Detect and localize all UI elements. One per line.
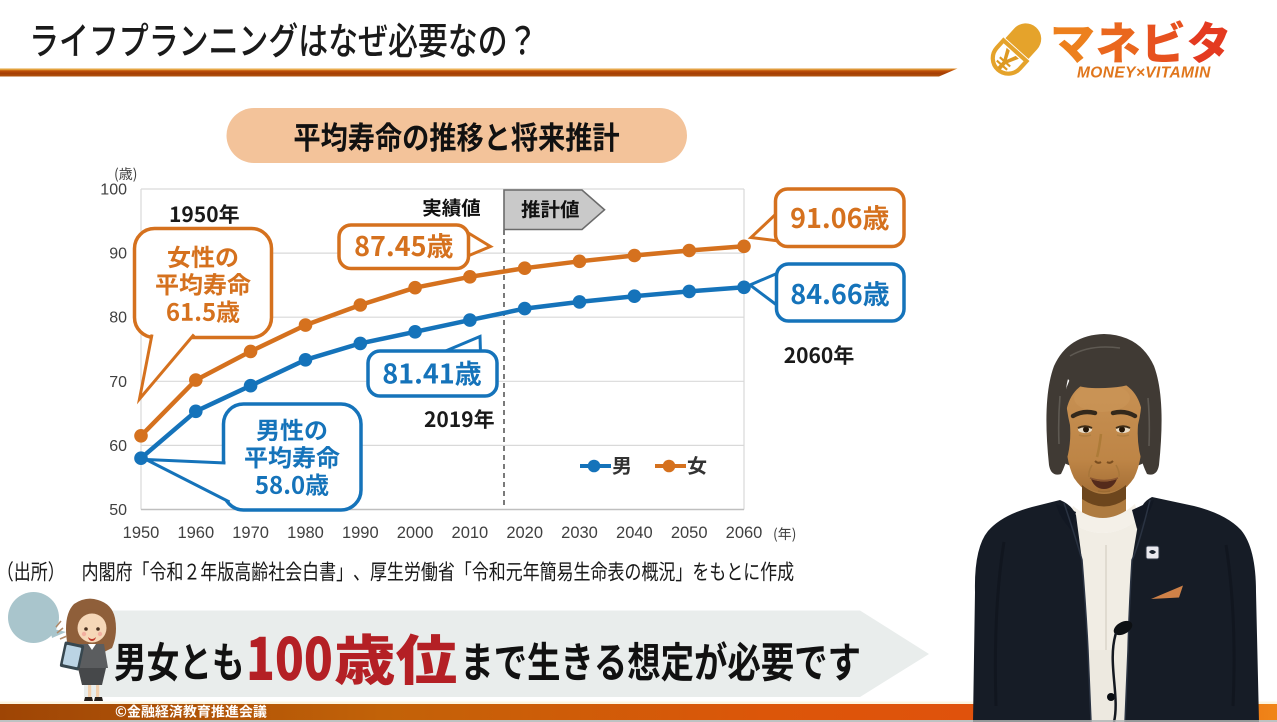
svg-text:2060: 2060 (726, 524, 763, 542)
svg-text:2050: 2050 (671, 524, 708, 542)
svg-text:1950: 1950 (123, 524, 160, 542)
svg-text:2030: 2030 (561, 524, 598, 542)
svg-text:60: 60 (109, 438, 127, 455)
svg-text:2010: 2010 (452, 524, 489, 542)
svg-text:MONEY×VITAMIN: MONEY×VITAMIN (1077, 65, 1211, 82)
svg-text:50: 50 (109, 502, 127, 519)
svg-text:2000: 2000 (397, 524, 434, 542)
svg-text:2040: 2040 (616, 524, 653, 542)
svg-text:1970: 1970 (232, 524, 269, 542)
svg-text:2020: 2020 (506, 524, 543, 542)
svg-text:1990: 1990 (342, 524, 379, 542)
svg-text:1980: 1980 (287, 524, 324, 542)
svg-text:70: 70 (109, 374, 127, 391)
svg-text:90: 90 (109, 246, 127, 263)
svg-text:100: 100 (100, 182, 127, 199)
svg-text:1960: 1960 (177, 524, 214, 542)
svg-text:80: 80 (109, 310, 127, 327)
